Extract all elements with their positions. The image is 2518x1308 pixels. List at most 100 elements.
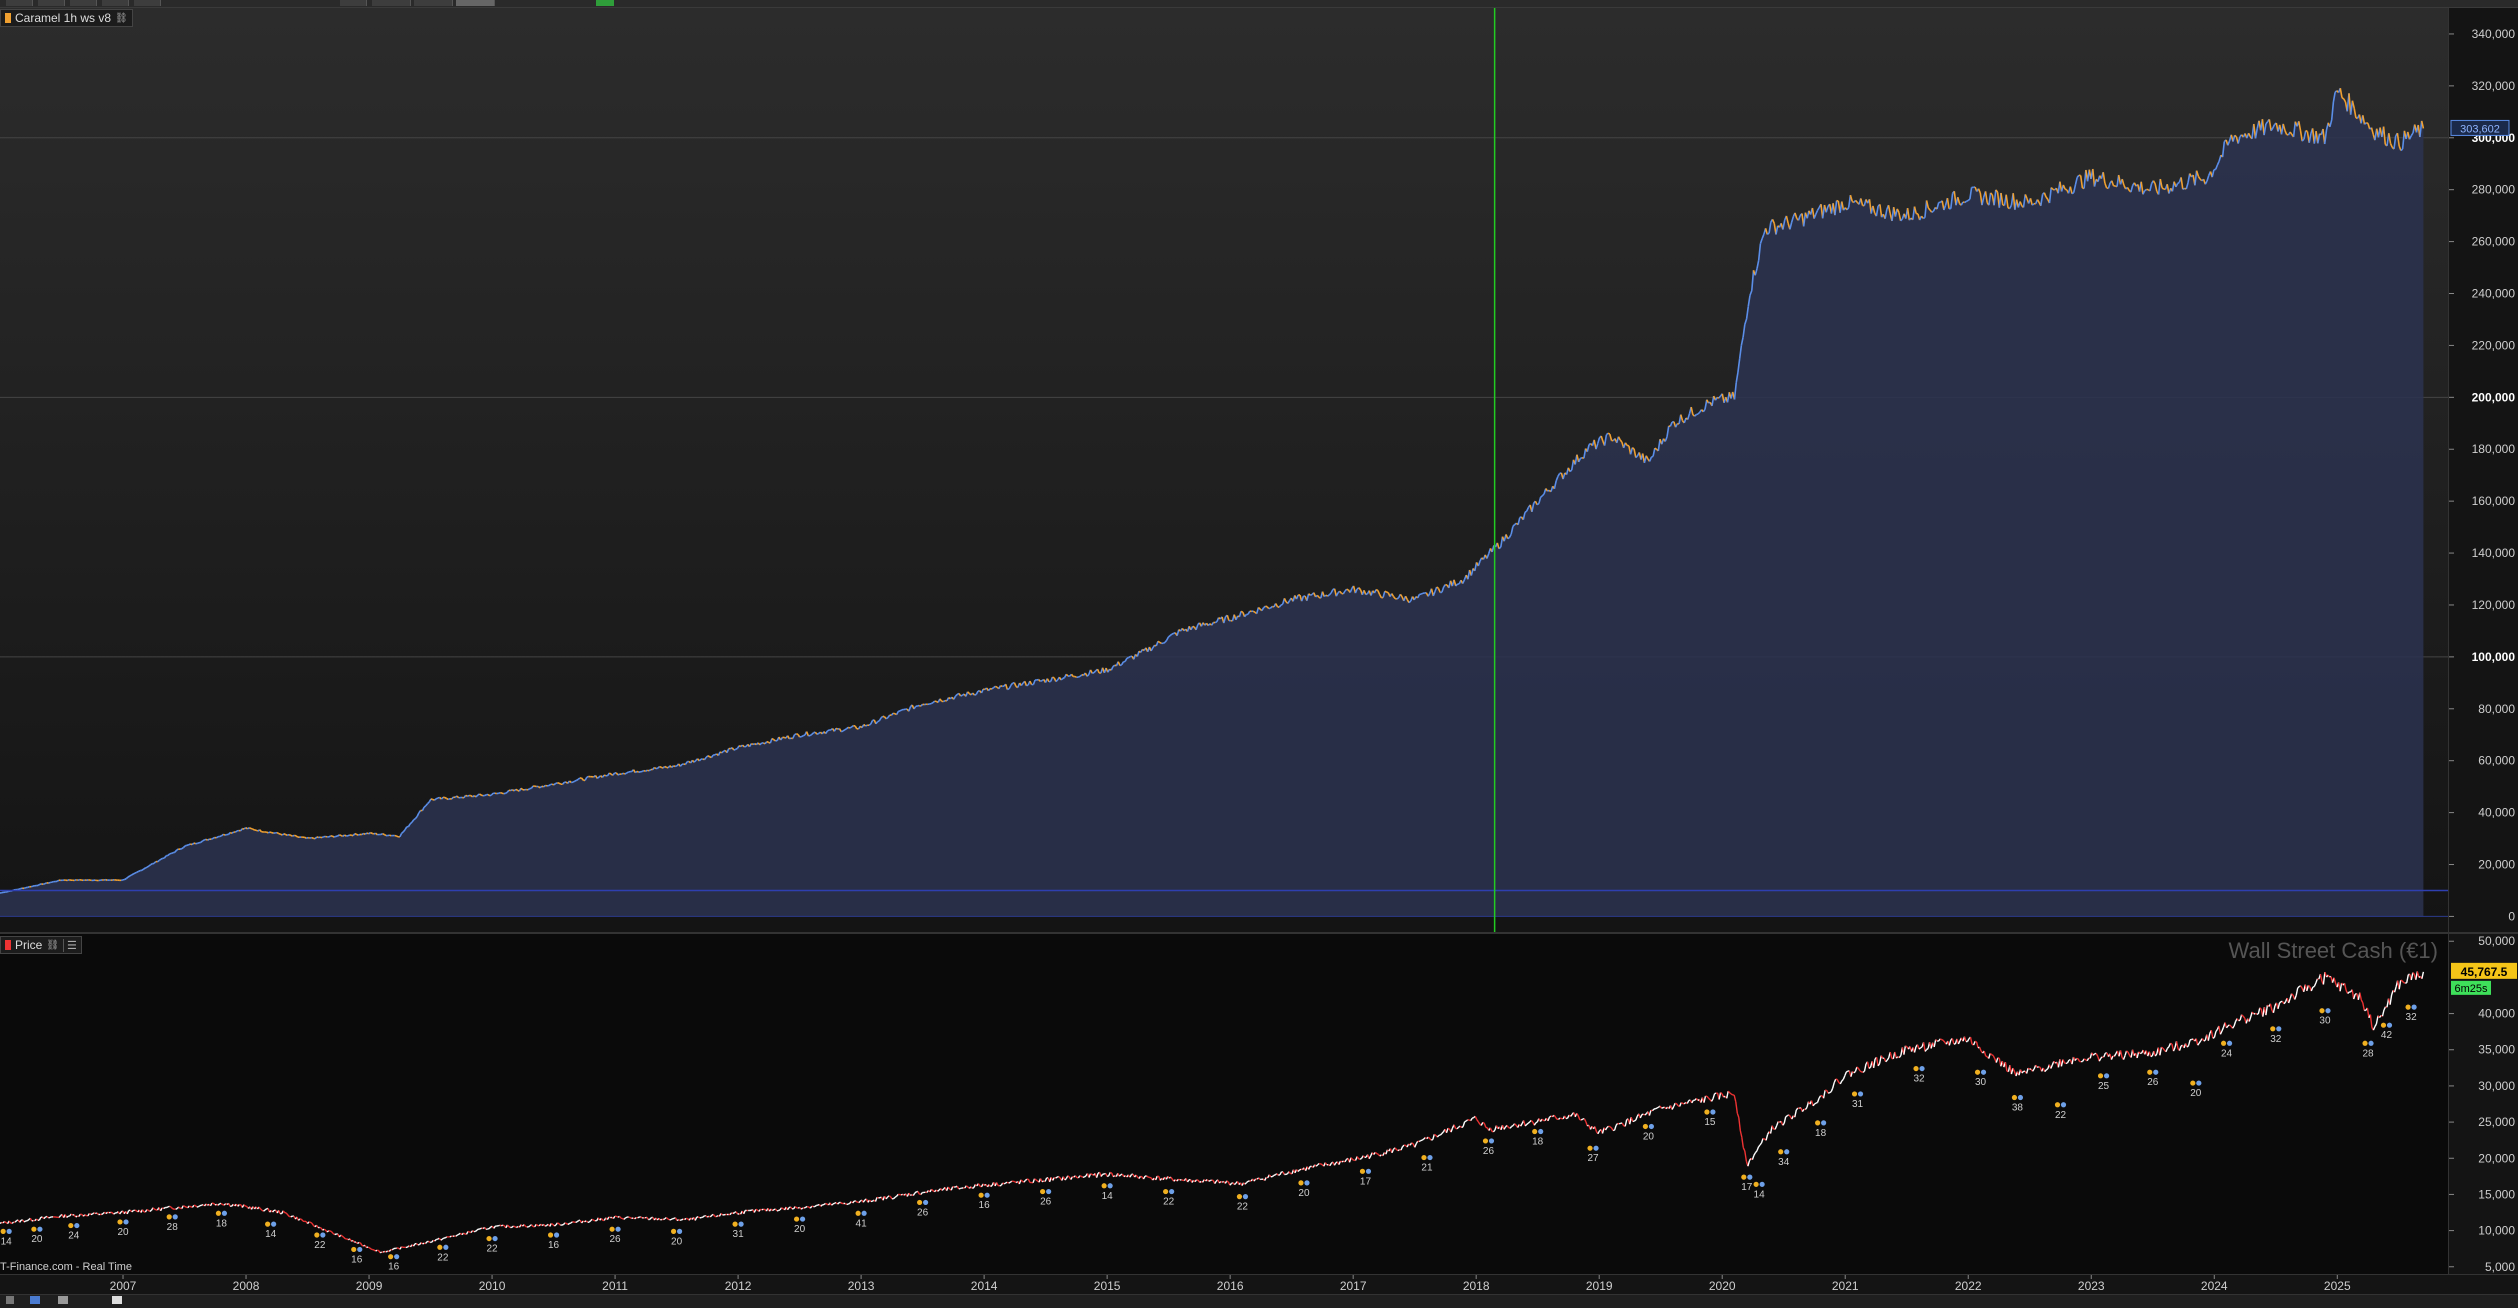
equity-segment <box>388 835 390 836</box>
price-segment <box>1298 1170 1300 1172</box>
price-segment <box>1089 1174 1091 1178</box>
link-icon[interactable]: ⛓ <box>46 940 59 951</box>
toolbar-active-indicator[interactable] <box>596 0 614 6</box>
legend-swatch <box>5 13 11 23</box>
trade-marker-entry <box>1237 1194 1242 1199</box>
save-icon[interactable] <box>58 1296 68 1304</box>
price-segment <box>1534 1123 1536 1125</box>
toolbar-button[interactable] <box>340 0 367 6</box>
price-segment <box>2258 1008 2260 1014</box>
equity-segment <box>796 734 798 735</box>
equity-segment <box>2032 204 2034 205</box>
equity-segment <box>621 773 623 774</box>
equity-segment <box>1347 589 1349 590</box>
price-segment <box>2022 1071 2024 1073</box>
folder-icon[interactable] <box>30 1296 40 1304</box>
price-segment <box>401 1247 403 1248</box>
price-segment <box>601 1218 603 1220</box>
trade-marker-exit <box>37 1227 42 1232</box>
price-segment <box>630 1218 632 1219</box>
price-segment <box>311 1222 313 1223</box>
price-segment <box>9 1221 11 1223</box>
price-segment <box>324 1229 326 1230</box>
price-segment <box>529 1226 531 1227</box>
equity-segment <box>1541 496 1543 497</box>
equity-segment <box>1001 686 1003 687</box>
price-segment <box>2402 981 2404 983</box>
indicator-pane <box>0 8 2448 932</box>
indicator-legend[interactable]: Caramel 1h ws v8 ⛓ <box>0 9 133 27</box>
toolbar-button[interactable] <box>70 0 97 6</box>
equity-segment <box>499 793 501 794</box>
status-icon[interactable] <box>6 1296 14 1304</box>
equity-segment <box>654 768 656 769</box>
price-segment <box>36 1219 38 1220</box>
x-tick-label: 2023 <box>2078 1279 2105 1293</box>
toolbar-button[interactable] <box>6 0 33 6</box>
toolbar-button[interactable] <box>38 0 65 6</box>
equity-segment <box>1075 677 1077 678</box>
toolbar-button[interactable] <box>456 0 495 6</box>
y-tick-label: 200,000 <box>2472 390 2516 404</box>
trade-marker-label: 22 <box>437 1252 449 1263</box>
price-segment <box>288 1215 290 1217</box>
equity-segment <box>414 819 416 820</box>
indicator-legend-label: Caramel 1h ws v8 <box>15 11 111 25</box>
list-icon[interactable]: ☰ <box>63 939 77 952</box>
equity-segment <box>137 871 139 872</box>
price-segment <box>1713 1094 1715 1099</box>
price-segment <box>1657 1107 1659 1108</box>
equity-segment <box>436 798 438 799</box>
price-segment <box>1398 1150 1400 1151</box>
price-legend[interactable]: Price ⛓ ☰ <box>0 936 82 954</box>
equity-segment <box>348 835 350 836</box>
toolbar-button[interactable] <box>102 0 129 6</box>
equity-segment <box>642 771 644 772</box>
price-segment <box>286 1213 288 1215</box>
toolbar-button[interactable] <box>414 0 453 6</box>
price-segment <box>2037 1067 2039 1068</box>
price-segment <box>1416 1141 1418 1144</box>
trade-marker-label: 20 <box>1298 1188 1310 1199</box>
price-segment <box>1934 1040 1936 1047</box>
equity-segment <box>1113 665 1115 666</box>
price-segment <box>1818 1098 1820 1102</box>
price-segment <box>1692 1100 1694 1103</box>
price-segment <box>1081 1176 1083 1177</box>
toolbar-button[interactable] <box>372 0 411 6</box>
document-icon[interactable] <box>112 1296 122 1304</box>
equity-segment <box>1508 538 1510 539</box>
price-segment <box>1280 1172 1282 1175</box>
trade-marker-entry <box>1913 1066 1918 1071</box>
price-segment <box>2196 1039 2198 1046</box>
price-segment <box>2054 1061 2056 1063</box>
trade-marker-exit <box>2227 1041 2232 1046</box>
indicator-chart[interactable] <box>0 8 2448 932</box>
trade-marker-label: 22 <box>486 1244 498 1255</box>
equity-segment <box>789 738 791 739</box>
x-tick-label: 2010 <box>479 1279 506 1293</box>
price-segment <box>1868 1062 1870 1069</box>
price-segment <box>1325 1163 1327 1165</box>
price-segment <box>524 1225 526 1227</box>
price-segment <box>1851 1072 1853 1077</box>
price-segment <box>298 1219 300 1221</box>
trade-marker-entry <box>1587 1146 1592 1151</box>
trade-marker-exit <box>2387 1023 2392 1028</box>
y-tick-label: 260,000 <box>2472 235 2516 249</box>
price-segment <box>1709 1098 1711 1100</box>
price-segment <box>2177 1041 2179 1048</box>
toolbar-button[interactable] <box>134 0 161 6</box>
price-segment <box>626 1217 628 1218</box>
equity-segment <box>1052 677 1054 678</box>
equity-segment <box>1215 622 1217 623</box>
price-segment <box>1119 1175 1121 1176</box>
equity-segment <box>866 725 868 726</box>
link-icon[interactable]: ⛓ <box>115 13 128 24</box>
price-segment <box>1207 1180 1209 1182</box>
price-segment <box>261 1209 263 1210</box>
